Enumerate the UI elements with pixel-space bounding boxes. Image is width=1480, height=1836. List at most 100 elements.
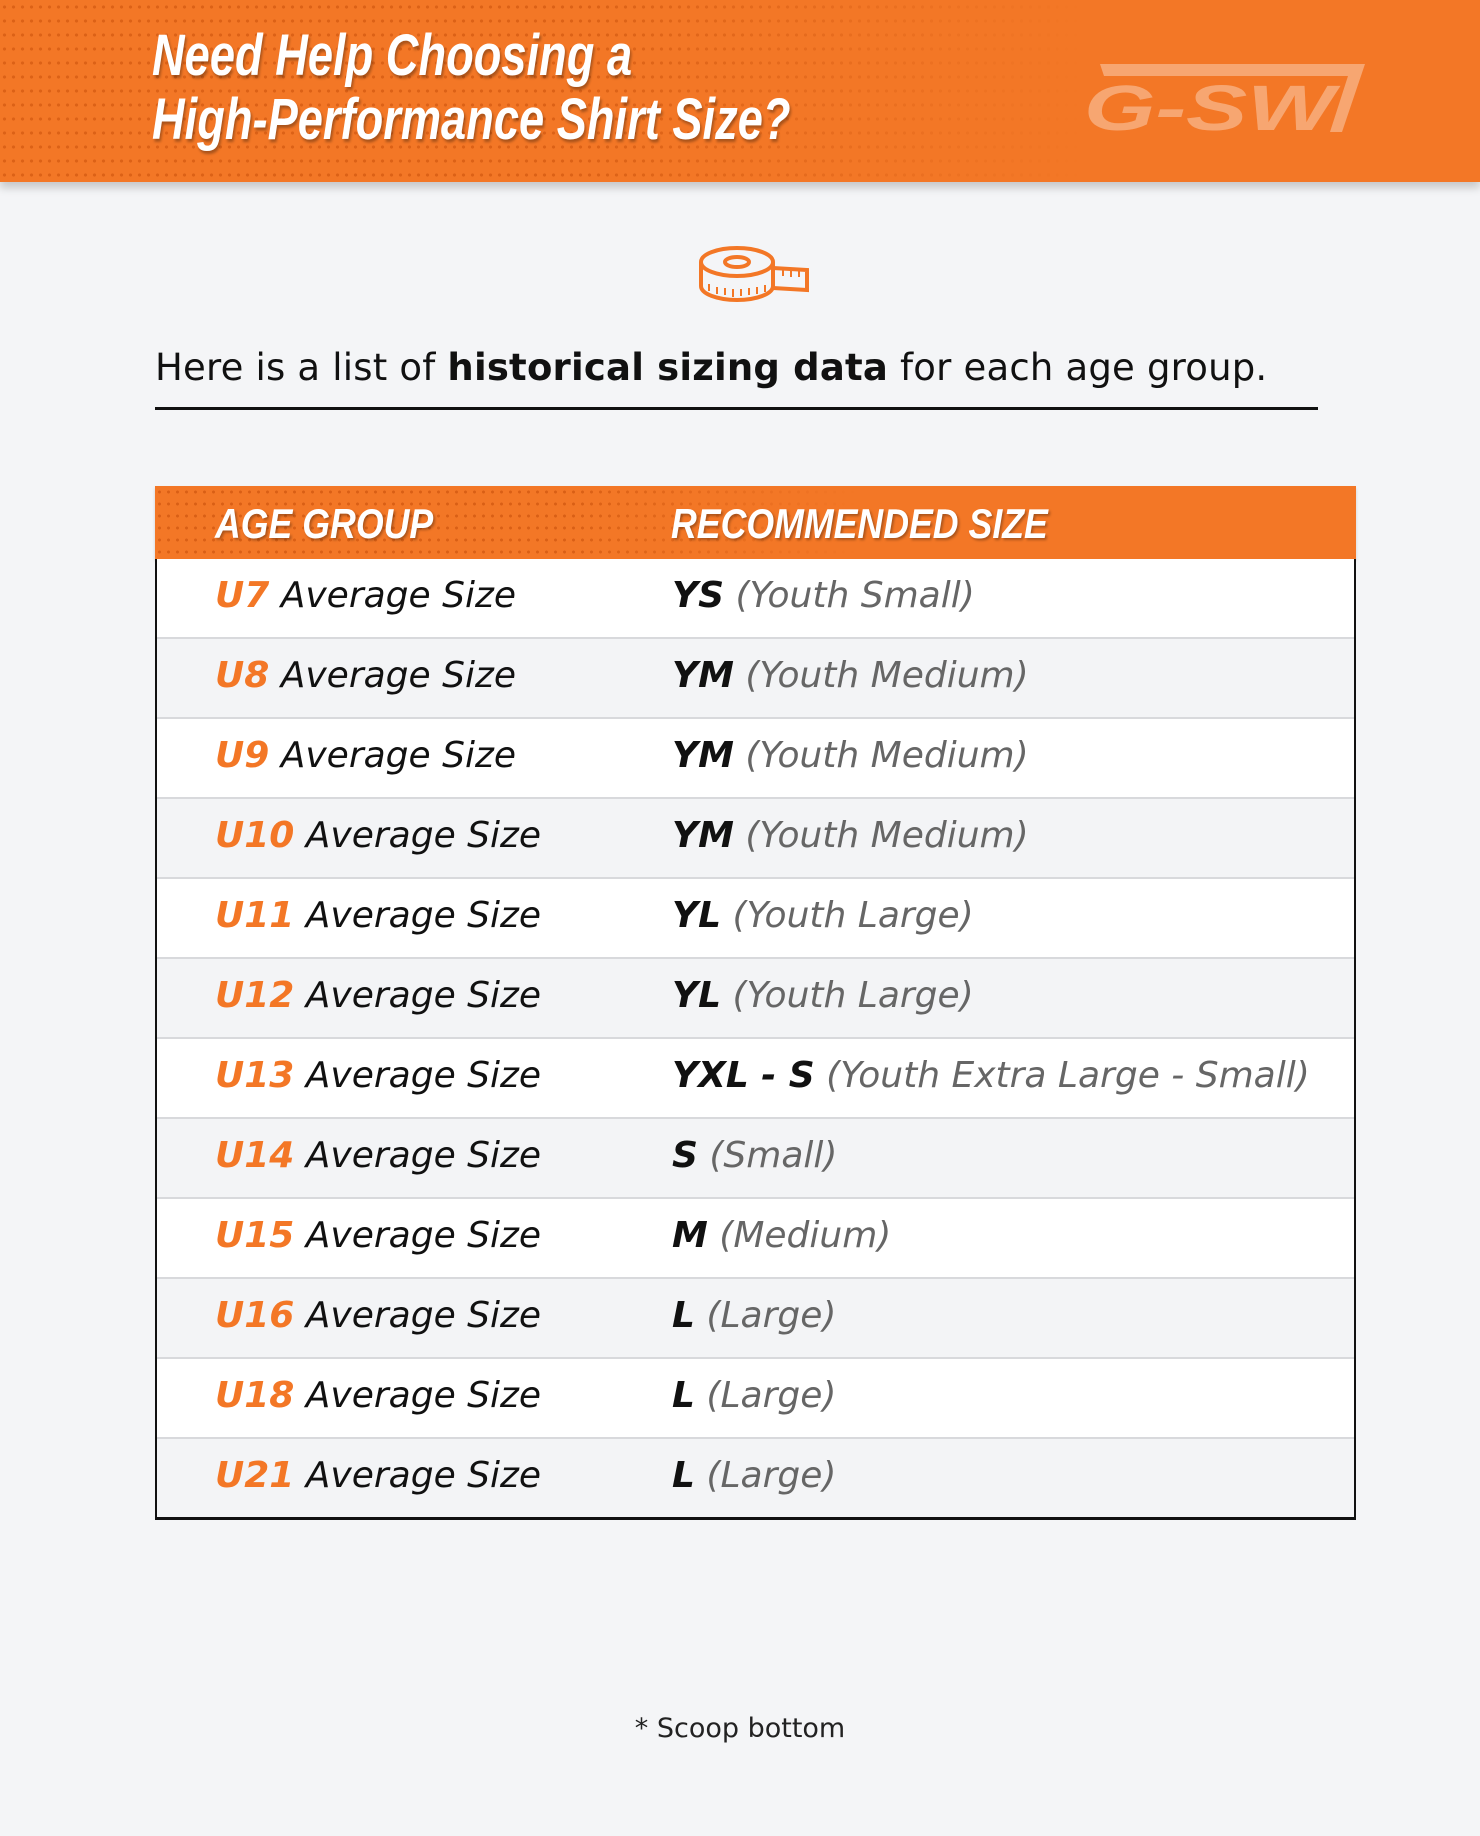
table-header: AGE GROUP RECOMMENDED SIZE (155, 486, 1356, 559)
recommended-size-cell: YL (Youth Large) (672, 895, 974, 936)
age-suffix: Average Size (305, 1455, 542, 1496)
size-description: (Large) (706, 1455, 837, 1496)
recommended-size-cell: YM (Youth Medium) (672, 655, 1029, 696)
age-group-cell: U8 Average Size (215, 655, 516, 696)
intro-bold: historical sizing data (447, 346, 889, 389)
age-code: U10 (215, 815, 295, 856)
recommended-size-cell: YL (Youth Large) (672, 975, 974, 1016)
size-code: L (672, 1295, 695, 1336)
age-code: U18 (215, 1375, 295, 1416)
age-suffix: Average Size (305, 1375, 542, 1416)
size-code: YM (672, 735, 734, 776)
page-title: Need Help Choosing a High-Performance Sh… (152, 24, 791, 152)
age-suffix: Average Size (305, 1135, 542, 1176)
age-code: U15 (215, 1215, 295, 1256)
age-group-cell: U11 Average Size (215, 895, 541, 936)
recommended-size-cell: YS (Youth Small) (672, 575, 975, 616)
recommended-size-cell: L (Large) (672, 1455, 836, 1496)
table-row: U8 Average Size YM (Youth Medium) (157, 639, 1354, 719)
svg-text:G-SW: G-SW (1084, 72, 1341, 138)
recommended-size-cell: YM (Youth Medium) (672, 735, 1029, 776)
intro-text: Here is a list of historical sizing data… (155, 346, 1317, 389)
table-row: U15 Average Size M (Medium) (157, 1199, 1354, 1279)
size-description: (Youth Medium) (745, 815, 1029, 856)
age-group-cell: U15 Average Size (215, 1215, 541, 1256)
intro-before: Here is a list of (155, 346, 448, 389)
measuring-tape-icon (699, 246, 809, 302)
size-code: YM (672, 815, 734, 856)
age-group-cell: U14 Average Size (215, 1135, 541, 1176)
dot-pattern (155, 486, 855, 559)
table-row: U16 Average Size L (Large) (157, 1279, 1354, 1359)
recommended-size-cell: M (Medium) (672, 1215, 891, 1256)
table-row: U21 Average Size L (Large) (157, 1439, 1354, 1517)
size-description: (Youth Medium) (745, 735, 1029, 776)
header-banner: Need Help Choosing a High-Performance Sh… (0, 0, 1480, 182)
age-suffix: Average Size (305, 815, 542, 856)
age-group-cell: U18 Average Size (215, 1375, 541, 1416)
recommended-size-cell: YM (Youth Medium) (672, 815, 1029, 856)
table-row: U7 Average Size YS (Youth Small) (157, 559, 1354, 639)
recommended-size-cell: YXL - S (Youth Extra Large - Small) (672, 1055, 1310, 1096)
age-group-cell: U9 Average Size (215, 735, 516, 776)
dot-pattern (0, 0, 1080, 182)
table-row: U11 Average Size YL (Youth Large) (157, 879, 1354, 959)
age-code: U13 (215, 1055, 295, 1096)
size-code: M (672, 1215, 708, 1256)
age-group-cell: U10 Average Size (215, 815, 541, 856)
underline-divider (155, 407, 1318, 410)
age-suffix: Average Size (305, 1295, 542, 1336)
size-description: (Youth Large) (732, 895, 974, 936)
size-code: YM (672, 655, 734, 696)
size-code: YXL - S (672, 1055, 815, 1096)
size-code: S (672, 1135, 698, 1176)
footnote: * Scoop bottom (634, 1713, 846, 1744)
age-code: U16 (215, 1295, 295, 1336)
recommended-size-cell: L (Large) (672, 1295, 836, 1336)
header-age-group: AGE GROUP (215, 500, 434, 547)
intro-after: for each age group. (888, 346, 1268, 389)
table-row: U18 Average Size L (Large) (157, 1359, 1354, 1439)
age-suffix: Average Size (280, 655, 517, 696)
title-line-1: Need Help Choosing a (152, 23, 633, 88)
size-description: (Large) (706, 1375, 837, 1416)
age-code: U14 (215, 1135, 295, 1176)
size-table: AGE GROUP RECOMMENDED SIZE U7 Average Si… (155, 486, 1356, 1520)
age-suffix: Average Size (305, 1215, 542, 1256)
age-suffix: Average Size (280, 735, 517, 776)
size-code: L (672, 1375, 695, 1416)
age-code: U7 (215, 575, 270, 616)
age-suffix: Average Size (305, 1055, 542, 1096)
table-row: U14 Average Size S (Small) (157, 1119, 1354, 1199)
table-row: U10 Average Size YM (Youth Medium) (157, 799, 1354, 879)
age-suffix: Average Size (305, 895, 542, 936)
table-body: U7 Average Size YS (Youth Small) U8 Averag… (155, 559, 1356, 1520)
age-group-cell: U12 Average Size (215, 975, 541, 1016)
size-description: (Youth Large) (732, 975, 974, 1016)
size-description: (Youth Small) (735, 575, 975, 616)
size-description: (Large) (706, 1295, 837, 1336)
age-code: U8 (215, 655, 270, 696)
age-group-cell: U21 Average Size (215, 1455, 541, 1496)
age-code: U21 (215, 1455, 295, 1496)
title-line-2: High-Performance Shirt Size? (152, 87, 791, 152)
size-description: (Small) (709, 1135, 838, 1176)
size-code: YL (672, 895, 722, 936)
recommended-size-cell: L (Large) (672, 1375, 836, 1416)
age-code: U11 (215, 895, 295, 936)
gsw-logo: G-SW (1084, 64, 1365, 138)
size-description: (Youth Medium) (745, 655, 1029, 696)
age-group-cell: U7 Average Size (215, 575, 516, 616)
recommended-size-cell: S (Small) (672, 1135, 837, 1176)
header-recommended-size: RECOMMENDED SIZE (671, 500, 1048, 547)
size-code: L (672, 1455, 695, 1496)
age-code: U9 (215, 735, 270, 776)
table-row: U13 Average Size YXL - S (Youth Extra Lar… (157, 1039, 1354, 1119)
age-suffix: Average Size (305, 975, 542, 1016)
size-description: (Medium) (719, 1215, 892, 1256)
table-row: U12 Average Size YL (Youth Large) (157, 959, 1354, 1039)
age-group-cell: U13 Average Size (215, 1055, 541, 1096)
age-code: U12 (215, 975, 295, 1016)
age-group-cell: U16 Average Size (215, 1295, 541, 1336)
table-row: U9 Average Size YM (Youth Medium) (157, 719, 1354, 799)
